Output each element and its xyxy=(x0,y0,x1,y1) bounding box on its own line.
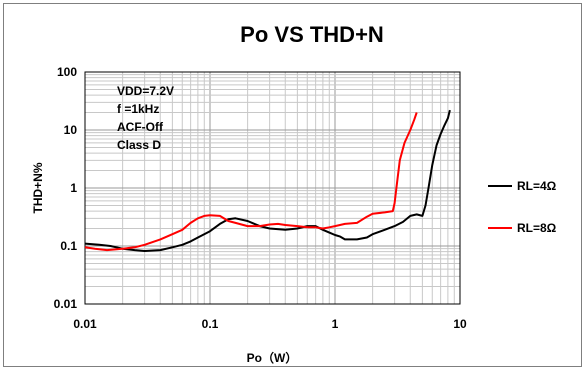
legend: RL=4Ω RL=8Ω xyxy=(488,179,557,235)
legend-label: RL=8Ω xyxy=(517,221,557,235)
y-axis-label: THD+N% xyxy=(31,162,45,213)
x-tick-label: 0.01 xyxy=(73,317,97,331)
plot-area xyxy=(84,71,461,305)
annotation-text: ACF-Off xyxy=(117,120,164,134)
series-group xyxy=(84,109,451,252)
legend-label: RL=4Ω xyxy=(517,179,557,193)
chart-title: Po VS THD+N xyxy=(240,22,384,47)
x-tick-label: 10 xyxy=(453,317,467,331)
annotations: VDD=7.2V f =1kHz ACF-Off Class D xyxy=(117,84,174,152)
grid xyxy=(85,72,460,304)
tick-labels: 0.01 0.1 1 10 0.01 0.1 1 10 100 xyxy=(54,65,467,331)
annotation-text: Class D xyxy=(117,138,161,152)
x-axis-label: Po（W） xyxy=(247,350,298,365)
annotation-text: f =1kHz xyxy=(117,102,159,116)
y-tick-label: 10 xyxy=(64,123,78,137)
y-tick-label: 0.1 xyxy=(60,239,77,253)
annotation-text: VDD=7.2V xyxy=(117,84,174,98)
series-line-2 xyxy=(84,112,418,252)
y-tick-label: 1 xyxy=(70,181,77,195)
y-tick-label: 0.01 xyxy=(54,297,78,311)
x-tick-label: 1 xyxy=(332,317,339,331)
chart-frame xyxy=(3,3,582,367)
x-tick-label: 0.1 xyxy=(202,317,219,331)
y-tick-label: 100 xyxy=(57,65,77,79)
